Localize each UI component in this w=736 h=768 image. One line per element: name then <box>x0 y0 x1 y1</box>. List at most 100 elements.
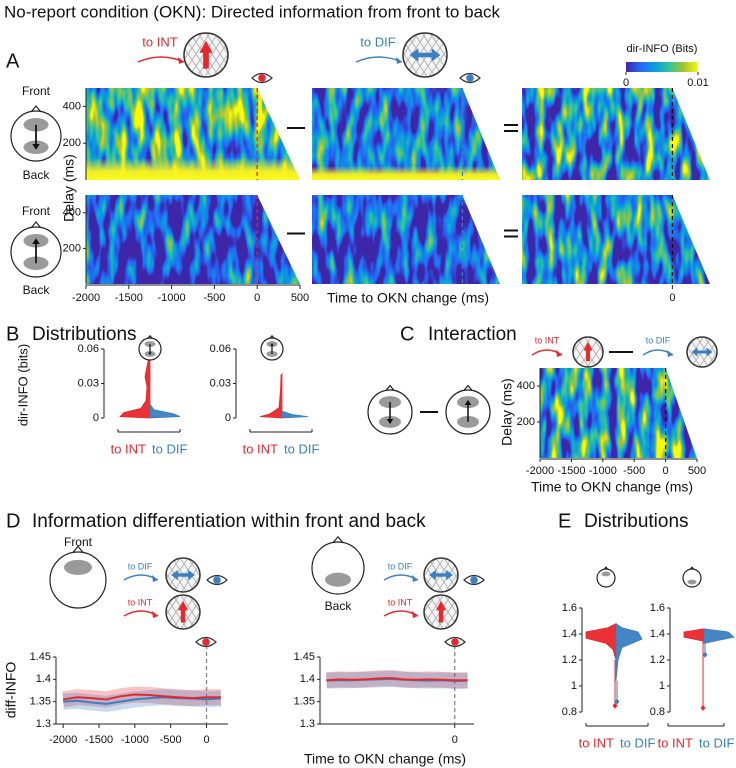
group-label: to INT <box>658 735 693 750</box>
transition-arrowhead <box>412 575 418 582</box>
y-tick-label: 200 <box>517 416 535 428</box>
y-tick-label: 1.4 <box>36 673 51 685</box>
y-tick-label: 200 <box>63 242 81 254</box>
y-tick-label: 1.2 <box>562 654 577 666</box>
x-tick-label: -500 <box>203 292 225 304</box>
direction-arrowhead <box>32 144 40 150</box>
direction-arrowhead <box>464 399 472 405</box>
eye-iris <box>451 638 459 646</box>
y-tick-label: 0.03 <box>210 377 231 389</box>
legend-label: to INT <box>388 597 413 607</box>
group-label: to DIF <box>284 441 319 456</box>
y-tick-label: 0.06 <box>78 343 99 355</box>
heatmap <box>540 368 697 458</box>
y-tick-label: 400 <box>63 207 81 219</box>
y-tick-label: 400 <box>63 100 81 112</box>
direction-arrowhead <box>32 238 40 244</box>
violin-half <box>615 622 643 681</box>
transition-arrowhead <box>667 350 673 357</box>
transition-arrow <box>137 56 185 63</box>
series-line <box>326 676 468 682</box>
back-region <box>687 579 697 585</box>
x-tick-label: -1500 <box>557 465 585 477</box>
panel-label: E <box>558 510 571 532</box>
head-nose <box>332 535 344 544</box>
x-tick-label: -1500 <box>85 734 113 746</box>
figure-title: No-report condition (OKN): Directed info… <box>4 2 501 21</box>
group-label: to INT <box>579 735 614 750</box>
head <box>596 568 616 588</box>
y-tick-label: 1.3 <box>36 718 51 730</box>
eye-iris <box>258 74 266 82</box>
y-tick-label: 1.45 <box>294 651 315 663</box>
violin-half <box>683 628 705 642</box>
region-label: Back <box>23 283 51 297</box>
violin-half <box>585 622 617 661</box>
heatmap-image <box>86 195 300 284</box>
violin-half <box>149 402 181 419</box>
heatmap <box>522 195 710 284</box>
heatmap <box>522 88 710 180</box>
region-label: Front <box>64 535 93 549</box>
y-tick-label: 1.2 <box>650 654 665 666</box>
x-tick-label: 0 <box>203 734 209 746</box>
y-tick-label: 1.4 <box>562 628 577 640</box>
y-tick-label: 0.8 <box>650 706 665 718</box>
legend-label: to INT <box>535 335 560 345</box>
front-region <box>64 559 92 575</box>
transition-arrowhead <box>178 57 184 64</box>
violin-half <box>703 628 735 644</box>
y-axis-label: Delay (ms) <box>499 378 515 446</box>
legend-label: to INT <box>142 34 177 49</box>
legend-label: to DIF <box>388 561 413 571</box>
panel-label: B <box>6 323 19 345</box>
heatmap <box>312 88 500 180</box>
direction-arrowhead <box>148 352 152 356</box>
violin-half <box>259 372 283 419</box>
violin-outlier <box>700 704 706 711</box>
x-tick-label: -1000 <box>158 292 186 304</box>
y-tick-label: 1 <box>659 680 665 692</box>
y-tick-label: 0.8 <box>562 706 577 718</box>
head-nose <box>30 221 42 229</box>
head-nose <box>71 545 85 554</box>
violin-half <box>281 410 309 419</box>
region-label: Front <box>22 204 51 218</box>
stimulus-arrow <box>199 40 213 69</box>
x-tick-label: 500 <box>688 465 706 477</box>
x-tick-label: 0 <box>254 292 260 304</box>
panel-title: Information differentiation within front… <box>32 511 426 532</box>
colorbar-tick-label: 0.01 <box>687 77 708 89</box>
y-tick-label: 1.35 <box>30 696 51 708</box>
heatmap-image <box>312 88 500 180</box>
y-tick-label: 0 <box>93 412 99 424</box>
heatmap-band <box>86 158 300 180</box>
heatmap <box>86 195 300 284</box>
x-tick-label: -2000 <box>72 292 100 304</box>
y-axis-label: Delay (ms) <box>61 154 77 222</box>
y-tick-label: 0.06 <box>210 343 231 355</box>
violin-outlier <box>614 698 620 705</box>
heatmap-image <box>540 368 697 458</box>
colorbar-label: dir-INFO (Bits) <box>627 43 698 55</box>
x-tick-label: -1000 <box>121 734 149 746</box>
colorbar-tick-label: 0 <box>623 77 629 89</box>
y-tick-label: 1.3 <box>300 718 315 730</box>
heatmap-image <box>312 195 500 284</box>
group-label: to INT <box>243 441 278 456</box>
stimulus-arrow <box>583 342 593 362</box>
eye-iris <box>466 74 474 82</box>
head <box>311 541 365 595</box>
y-axis-label: dir-INFO (bits) <box>15 344 30 426</box>
y-tick-label: 1.4 <box>300 673 315 685</box>
violin-outlier <box>702 651 708 658</box>
transition-arrowhead <box>152 575 158 582</box>
legend-label: to INT <box>128 597 153 607</box>
group-label: to DIF <box>699 735 734 750</box>
panel-label: C <box>400 323 414 345</box>
x-tick-label: -1000 <box>589 465 617 477</box>
colorbar <box>626 62 698 72</box>
eye-iris <box>213 576 221 584</box>
